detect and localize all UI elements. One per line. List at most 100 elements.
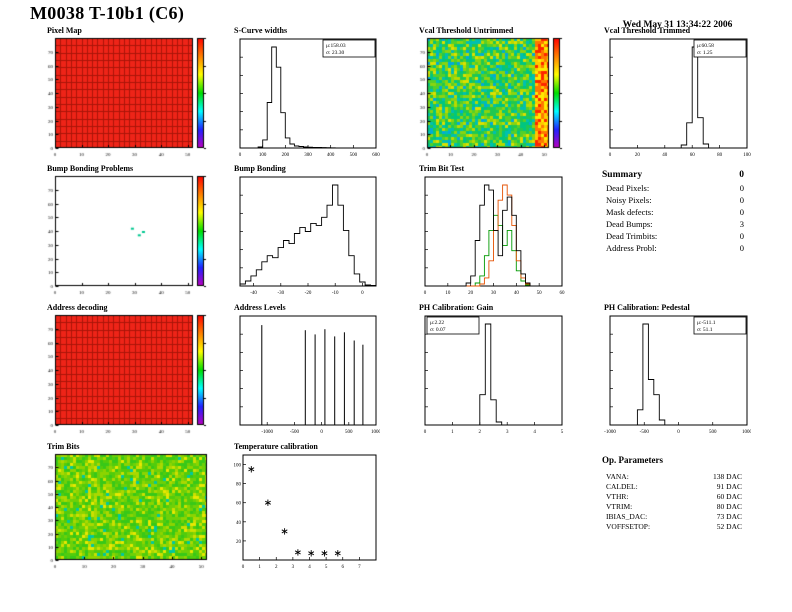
svg-text:0: 0 (424, 430, 427, 435)
svg-text:40: 40 (662, 153, 668, 158)
op-parameters-title: Op. Parameters (602, 455, 663, 465)
panel-bump-bonding: Bump Bonding -40 -30 -20 -10 0 (227, 164, 380, 296)
address_decoding-canvas (40, 312, 210, 435)
vcal_untrimmed-canvas (412, 35, 566, 158)
op-parameter-label: VANA: (606, 472, 629, 481)
plot-title: Trim Bits (47, 442, 80, 451)
svg-text:4: 4 (533, 430, 536, 435)
summary-row: Address Probl: 0 (602, 242, 744, 254)
summary-title: Summary (602, 170, 643, 180)
svg-text:-1000: -1000 (604, 430, 616, 435)
vcal-trimmed-plot: 0 20 40 60 80 100 μ:60.58 σ: 1.25 (597, 35, 751, 158)
op-parameter-label: VTRIM: (606, 502, 633, 511)
panel-trim-bit-test: Trim Bit Test 0 10 20 30 40 50 60 (412, 164, 566, 296)
op-parameter-value: 80 DAC (716, 502, 742, 511)
bump-bonding-plot: -40 -30 -20 -10 0 (227, 173, 380, 296)
plot-title: Vcal Threshold Trimmed (604, 26, 691, 35)
plot-title: Address decoding (47, 303, 108, 312)
summary-row-value: 0 (739, 231, 744, 241)
svg-text:50: 50 (537, 291, 543, 296)
pixel_map-canvas (40, 35, 210, 158)
ph_pedestal-svg: -1000 -500 0 500 1000 μ:-511.1σ: 51.1 (604, 315, 751, 435)
svg-text:5: 5 (561, 430, 564, 435)
op-parameters-block: Op. Parameters VANA: 138 DAC CALDEL: 91 DA… (602, 455, 742, 532)
panel-scurve-widths: S-Curve widths 0 100 200 300 400 500 600 μ:158.… (227, 26, 380, 158)
plot-title: Vcal Threshold Untrimmed (419, 26, 514, 35)
svg-text:σ: 0.07: σ: 0.07 (430, 327, 446, 333)
plot-title: PH Calibration: Pedestal (604, 303, 690, 312)
ph-pedestal-plot: -1000 -500 0 500 1000 μ:-511.1 σ: 51.1 (597, 312, 751, 435)
svg-text:-30: -30 (277, 291, 284, 296)
panel-pixel-map: Pixel Map (40, 26, 210, 158)
page-title: M0038 T-10b1 (C6) (30, 3, 185, 23)
svg-text:μ:158.03: μ:158.03 (326, 43, 346, 49)
panel-ph-pedestal: PH Calibration: Pedestal -1000 -500 0 500 10… (597, 303, 751, 435)
svg-text:60: 60 (690, 153, 696, 158)
svg-text:μ:60.58: μ:60.58 (697, 43, 714, 49)
svg-text:40: 40 (236, 521, 242, 526)
summary-header: Summary 0 (602, 169, 744, 181)
svg-text:0: 0 (609, 153, 612, 158)
op-parameter-row: VOFFSETOP: 52 DAC (602, 522, 742, 532)
svg-text:20: 20 (236, 540, 242, 545)
svg-text:60: 60 (236, 502, 242, 507)
op-parameters-header: Op. Parameters (602, 455, 742, 465)
svg-text:80: 80 (717, 153, 723, 158)
plot-title: S-Curve widths (234, 26, 288, 35)
summary-row-label: Noisy Pixels: (606, 195, 652, 205)
bump_problems-canvas (40, 173, 210, 296)
op-parameter-row: VANA: 138 DAC (602, 472, 742, 482)
op-parameter-value: 91 DAC (716, 482, 742, 491)
trim-bits-plot (40, 451, 210, 570)
svg-text:5: 5 (325, 565, 328, 570)
panel-vcal-untrimmed: Vcal Threshold Untrimmed (412, 26, 566, 158)
svg-text:0: 0 (677, 430, 680, 435)
svg-text:20: 20 (635, 153, 641, 158)
summary-row: Dead Pixels: 0 (602, 182, 744, 194)
svg-text:40: 40 (514, 291, 520, 296)
address-levels-plot: -1000 -500 0 500 1000 (227, 312, 380, 435)
scurve-widths-plot: 0 100 200 300 400 500 600 μ:158.03 σ: 23.30 (227, 35, 380, 158)
svg-text:-40: -40 (250, 291, 257, 296)
svg-text:500: 500 (709, 430, 717, 435)
summary-row-value: 0 (739, 207, 744, 217)
op-parameter-row: CALDEL: 91 DAC (602, 482, 742, 492)
svg-text:0: 0 (239, 153, 242, 158)
svg-text:10: 10 (445, 291, 451, 296)
trim-bit-test-plot: 0 10 20 30 40 50 60 (412, 173, 566, 296)
svg-text:1000: 1000 (371, 430, 380, 435)
svg-text:-10: -10 (332, 291, 339, 296)
bump-problems-plot (40, 173, 210, 296)
summary-row-value: 0 (739, 195, 744, 205)
svg-text:0: 0 (242, 565, 245, 570)
panel-bump-problems: Bump Bonding Problems (40, 164, 210, 296)
op-parameter-label: IBIAS_DAC: (606, 512, 648, 521)
op-parameter-row: VTHR: 60 DAC (602, 492, 742, 502)
op-parameter-label: VTHR: (606, 492, 629, 501)
svg-text:100: 100 (234, 464, 242, 469)
ph_gain-svg: 0 1 2 3 4 5 μ:2.22σ: 0.07 (424, 315, 564, 435)
svg-text:0: 0 (424, 291, 427, 296)
svg-text:σ: 51.1: σ: 51.1 (697, 327, 713, 333)
svg-text:20: 20 (468, 291, 474, 296)
bump_bonding-svg: -40 -30 -20 -10 0 (239, 176, 377, 296)
op-parameter-label: VOFFSETOP: (606, 522, 651, 531)
summary-row-label: Dead Pixels: (606, 183, 650, 193)
plot-title: Address Levels (234, 303, 286, 312)
panel-ph-gain: PH Calibration: Gain 0 1 2 3 4 5 μ:2.22 σ: 0.07 (412, 303, 566, 435)
summary-row: Dead Bumps: 3 (602, 218, 744, 230)
svg-text:6: 6 (342, 565, 345, 570)
svg-text:1000: 1000 (742, 430, 751, 435)
op-parameter-row: IBIAS_DAC: 73 DAC (602, 512, 742, 522)
svg-text:-500: -500 (640, 430, 650, 435)
svg-text:σ: 23.30: σ: 23.30 (326, 50, 344, 56)
svg-text:μ:-511.1: μ:-511.1 (697, 320, 716, 326)
op-parameter-label: CALDEL: (606, 482, 638, 491)
svg-text:300: 300 (304, 153, 312, 158)
svg-text:80: 80 (236, 483, 242, 488)
summary-row-label: Address Probl: (606, 243, 657, 253)
plot-title: Trim Bit Test (419, 164, 465, 173)
temp_cal-svg: 0 1 2 3 4 5 6 7 20 40 60 80 100 (234, 454, 377, 570)
svg-text:500: 500 (345, 430, 353, 435)
summary-row: Mask defects: 0 (602, 206, 744, 218)
